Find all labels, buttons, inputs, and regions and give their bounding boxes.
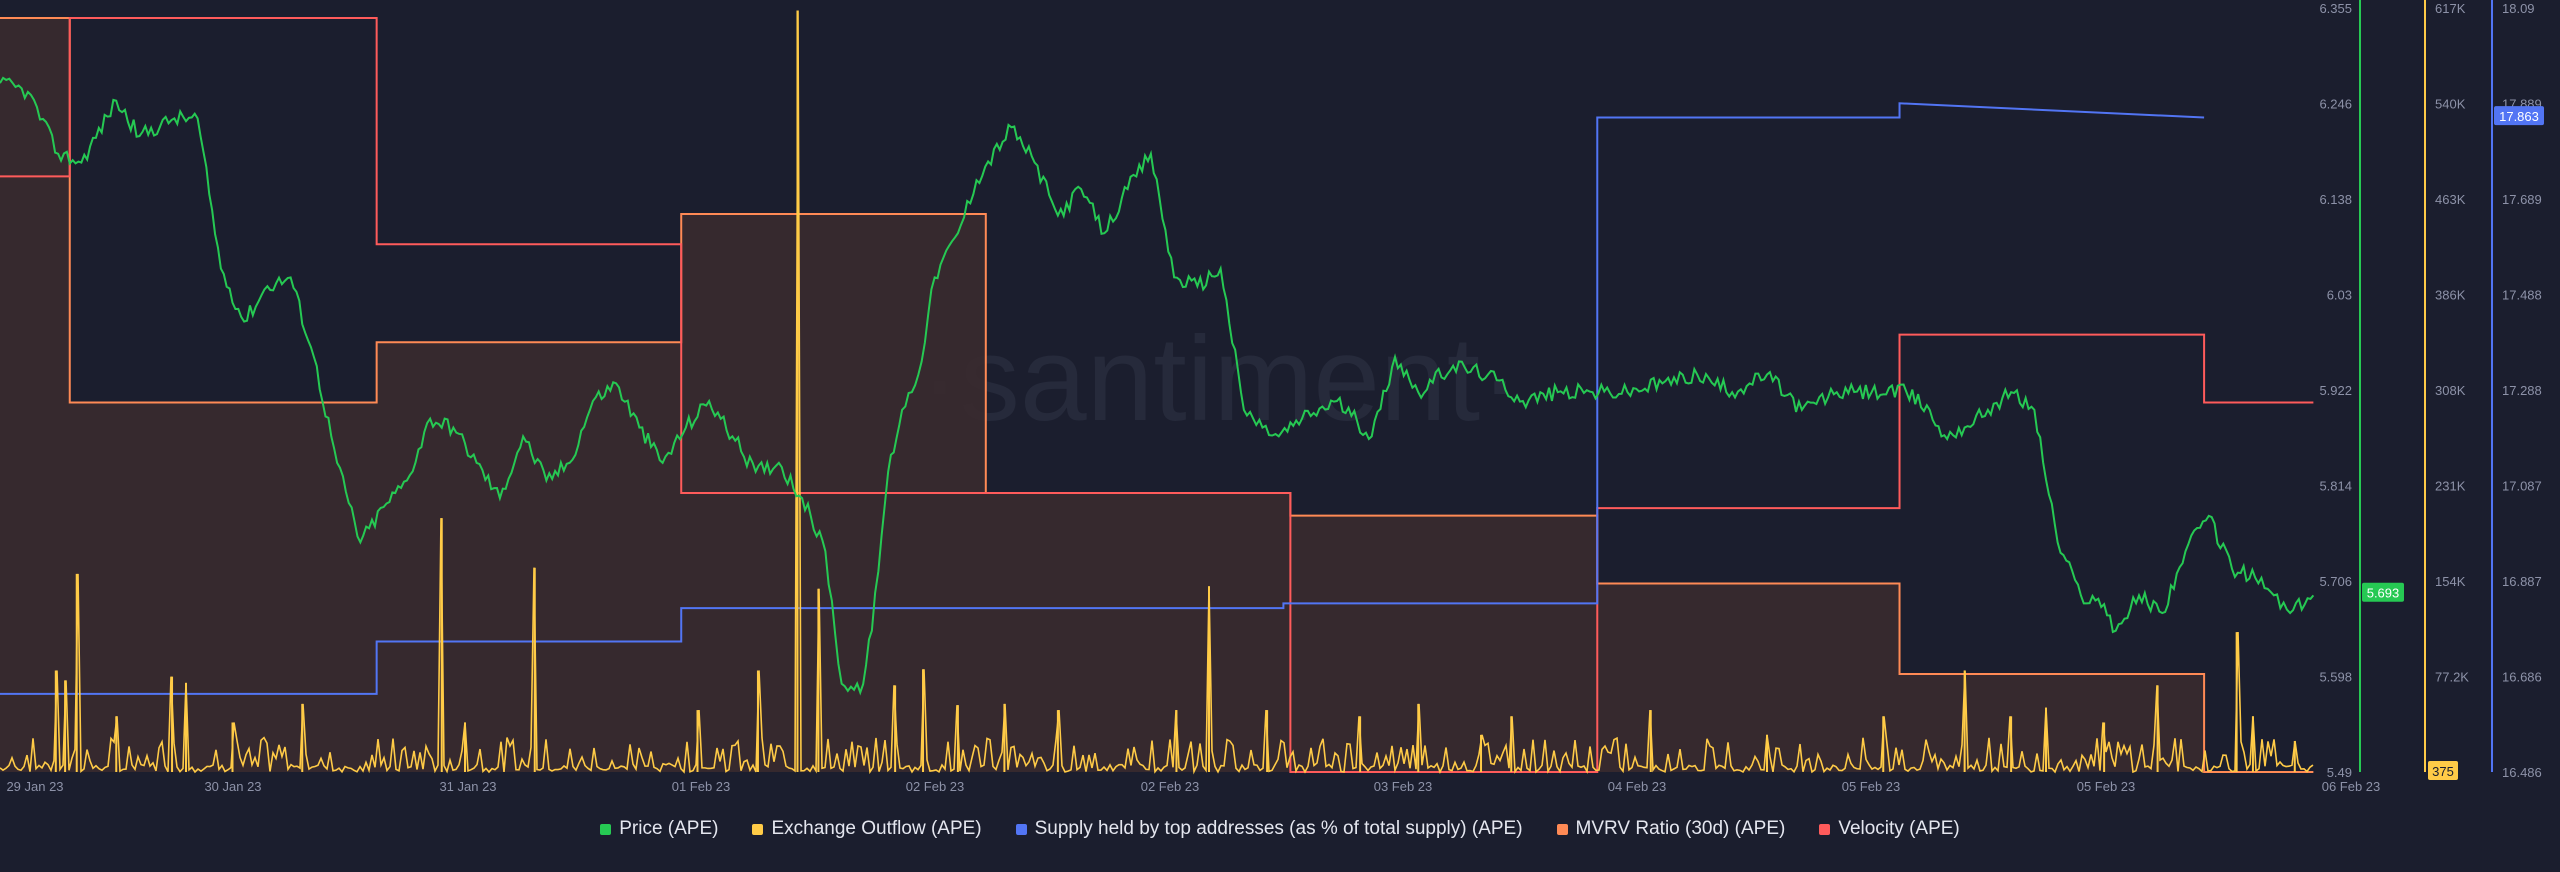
legend-mvrv-ratio[interactable]: MVRV Ratio (30d) (APE) [1556, 818, 1786, 840]
legend-supply-top-addresses-label: Supply held by top addresses (as % of to… [1034, 818, 1523, 839]
supply-tick-label: 16.686 [2502, 670, 2542, 685]
legend-exchange-outflow-swatch [752, 823, 764, 835]
outflow-tick-label: 386K [2435, 288, 2466, 303]
supply-badge-bg [2494, 106, 2544, 126]
legend-price[interactable]: Price (APE) [600, 818, 718, 840]
price-tick-label: 6.246 [2319, 97, 2352, 112]
legend-supply-top-addresses[interactable]: Supply held by top addresses (as % of to… [1015, 818, 1523, 840]
legend-mvrv-ratio-swatch [1556, 823, 1568, 835]
x-tick-label: 03 Feb 23 [1374, 779, 1433, 794]
outflow-badge-bg [2428, 761, 2458, 780]
supply-badge: 17.863 [2499, 109, 2539, 124]
outflow-tick-label: 308K [2435, 383, 2466, 398]
legend-supply-top-addresses-swatch [1015, 823, 1027, 835]
legend-mvrv-ratio-label: MVRV Ratio (30d) (APE) [1575, 818, 1786, 839]
supply-tick-label: 16.887 [2502, 574, 2542, 589]
price-tick-label: 5.49 [2327, 765, 2352, 780]
outflow-tick-label: 463K [2435, 192, 2466, 207]
x-tick-label: 01 Feb 23 [672, 779, 731, 794]
supply-tick-label: 17.087 [2502, 479, 2542, 494]
legend-exchange-outflow-label: Exchange Outflow (APE) [771, 818, 982, 839]
supply-tick-label: 18.09 [2502, 1, 2535, 16]
legend-velocity-swatch [1819, 823, 1831, 835]
x-tick-label: 30 Jan 23 [204, 779, 261, 794]
x-tick-label: 31 Jan 23 [439, 779, 496, 794]
legend-velocity[interactable]: Velocity (APE) [1819, 818, 1960, 840]
supply-tick-label: 17.488 [2502, 288, 2542, 303]
price-tick-label: 6.355 [2319, 1, 2352, 16]
outflow-tick-label: 617K [2435, 1, 2466, 16]
legend-exchange-outflow[interactable]: Exchange Outflow (APE) [752, 818, 982, 840]
x-tick-label: 05 Feb 23 [2077, 779, 2136, 794]
outflow-tick-label: 231K [2435, 479, 2466, 494]
outflow-badge: 375 [2432, 764, 2454, 779]
velocity-line [0, 17, 2314, 773]
supply-tick-label: 16.486 [2502, 765, 2542, 780]
outflow-tick-label: 154K [2435, 574, 2466, 589]
watermark: ·santiment· [920, 312, 1520, 446]
x-tick-label: 29 Jan 23 [6, 779, 63, 794]
legend-price-swatch [600, 823, 612, 835]
price-tick-label: 6.03 [2327, 288, 2352, 303]
supply-tick-label: 17.689 [2502, 192, 2542, 207]
outflow-tick-label: 77.2K [2435, 670, 2469, 685]
x-tick-label: 06 Feb 23 [2322, 779, 2381, 794]
x-tick-label: 04 Feb 23 [1608, 779, 1667, 794]
supply-tick-label: 17.288 [2502, 383, 2542, 398]
outflow-tick-label: 540K [2435, 97, 2466, 112]
legend-price-label: Price (APE) [619, 818, 719, 839]
legend: Price (APE) Exchange Outflow (APE) Suppl… [0, 818, 2560, 840]
price-badge-bg [2362, 582, 2404, 602]
price-tick-label: 5.922 [2319, 383, 2352, 398]
price-badge: 5.693 [2367, 586, 2400, 601]
supply-line [0, 102, 2205, 695]
outflow-line [0, 10, 2314, 775]
price-tick-label: 5.598 [2319, 670, 2352, 685]
x-tick-label: 02 Feb 23 [906, 779, 965, 794]
x-tick-label: 05 Feb 23 [1842, 779, 1901, 794]
price-line [0, 76, 2315, 696]
price-tick-label: 5.814 [2319, 479, 2352, 494]
price-tick-label: 6.138 [2319, 192, 2352, 207]
legend-velocity-label: Velocity (APE) [1838, 818, 1960, 839]
price-tick-label: 5.706 [2319, 574, 2352, 589]
x-tick-label: 02 Feb 23 [1141, 779, 1200, 794]
